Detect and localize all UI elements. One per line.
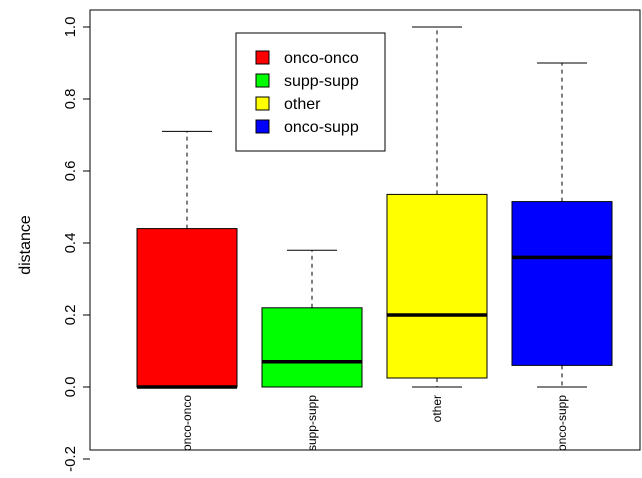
legend-swatch <box>255 96 270 111</box>
boxes-group <box>136 26 613 389</box>
box-onco-onco <box>136 130 238 389</box>
category-label: onco-onco <box>180 395 194 451</box>
y-tick-label: 0.0 <box>62 377 79 398</box>
box-onco-supp <box>511 62 613 388</box>
legend-label: onco-supp <box>284 119 359 136</box>
legend-swatch <box>255 119 270 134</box>
y-tick-label: 0.4 <box>62 233 79 254</box>
legend-label: supp-supp <box>284 73 359 90</box>
legend: onco-onco supp-supp other onco-supp <box>235 32 386 152</box>
legend-swatch <box>255 73 270 88</box>
y-axis-title: distance <box>17 215 34 275</box>
y-tick-label: 1.0 <box>62 17 79 38</box>
box-body <box>136 228 238 388</box>
y-tick-label: 0.2 <box>62 305 79 326</box>
category-label: onco-supp <box>555 395 569 451</box>
box-body <box>261 307 363 388</box>
box-body <box>386 193 488 379</box>
legend-label: onco-onco <box>284 50 359 67</box>
legend-swatch <box>255 50 270 65</box>
category-label: supp-supp <box>305 395 319 451</box>
category-labels: onco-onco supp-supp other onco-supp <box>180 395 569 451</box>
y-tick-label: 0.8 <box>62 89 79 110</box>
y-tick-label: 0.6 <box>62 161 79 182</box>
legend-label: other <box>284 96 321 113</box>
box-other <box>386 26 488 388</box>
box-supp-supp <box>261 249 363 388</box>
y-axis: -0.2 0.0 0.2 0.4 0.6 0.8 1.0 <box>62 17 90 472</box>
y-tick-label: -0.2 <box>62 446 79 472</box>
plot-frame <box>89 9 641 451</box>
box-body <box>511 201 613 366</box>
category-label: other <box>430 395 444 422</box>
